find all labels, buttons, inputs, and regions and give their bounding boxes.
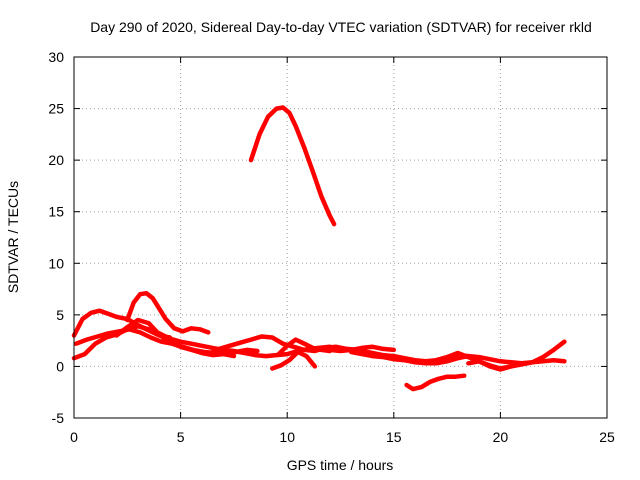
y-tick-label: 20 [48,152,64,168]
chart-title: Day 290 of 2020, Sidereal Day-to-day VTE… [90,19,592,35]
series-line-arc-9 [270,349,318,371]
y-tick-label: 0 [56,358,64,374]
y-axis-label: SDTVAR / TECUs [5,181,21,293]
series-line-arc-15 [466,339,567,371]
y-tick-label: 5 [56,307,64,323]
x-tick-label: 15 [386,429,402,445]
y-tick-label: 30 [48,49,64,65]
series-line-arc-8 [220,344,397,359]
series-line-arc-13 [404,373,467,392]
x-tick-label: 10 [279,429,295,445]
series-line-arc-4 [71,323,226,361]
series-line-arc-3 [125,290,211,335]
y-tick-label: -5 [52,410,65,426]
x-axis-label: GPS time / hours [287,457,394,473]
x-tick-label: 20 [493,429,509,445]
x-tick-label: 0 [70,429,78,445]
series-line-arc-1 [248,105,337,227]
y-tick-label: 25 [48,101,64,117]
tick-layer: 0 5 10 15 20 25 -5 0 5 10 15 20 25 30 [48,49,615,445]
plot-frame [73,56,608,419]
series-line-arc-12 [348,349,482,366]
y-tick-label: 15 [48,204,64,220]
x-tick-label: 5 [177,429,185,445]
series-line-arc-10 [276,337,333,357]
series-layer [71,105,567,392]
series-line-arc-6 [114,317,237,359]
x-tick-label: 25 [599,429,615,445]
y-tick-label: 10 [48,255,64,271]
